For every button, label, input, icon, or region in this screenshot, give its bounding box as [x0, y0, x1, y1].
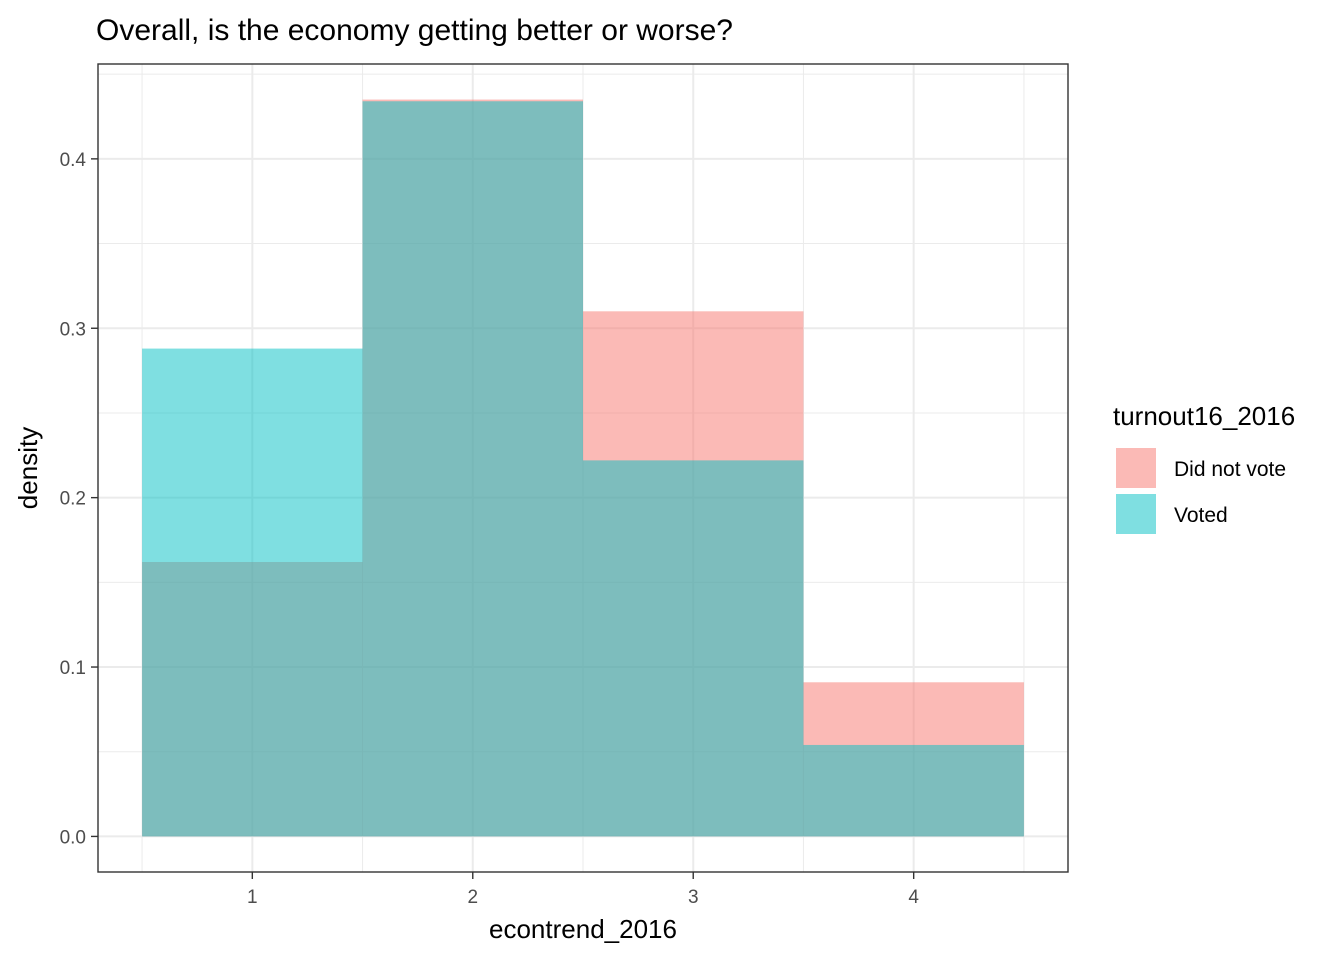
legend-label: Did not vote [1174, 458, 1286, 481]
chart-title: Overall, is the economy getting better o… [96, 14, 733, 47]
series-voted [142, 101, 1024, 837]
legend-item: Voted [1114, 492, 1228, 536]
x-tick-label: 3 [688, 887, 699, 908]
x-tick-label: 1 [247, 887, 258, 908]
x-tick-label: 2 [467, 887, 478, 908]
bar [362, 101, 583, 837]
bar [142, 348, 363, 837]
legend-items: Did not vote Voted [1114, 446, 1286, 536]
bars-layer [142, 99, 1024, 837]
y-axis-label: density [13, 427, 43, 509]
y-tick-label: 0.0 [60, 827, 86, 848]
y-tick-label: 0.2 [60, 489, 86, 510]
y-axis: 0.0 0.1 0.2 0.3 0.4 [60, 150, 98, 848]
x-axis: 1 2 3 4 [247, 872, 919, 908]
legend: turnout16_2016 Did not vote Voted [1113, 401, 1295, 536]
y-tick-label: 0.3 [60, 319, 86, 340]
x-tick-label: 4 [908, 887, 919, 908]
legend-item: Did not vote [1114, 446, 1286, 490]
plot-panel-border [97, 63, 1069, 873]
legend-label: Voted [1174, 504, 1228, 527]
y-tick-label: 0.1 [60, 658, 86, 679]
bar [803, 744, 1024, 837]
y-tick-label: 0.4 [60, 150, 87, 171]
legend-title: turnout16_2016 [1113, 401, 1295, 431]
legend-key [1116, 494, 1156, 534]
legend-key [1116, 448, 1156, 488]
bar [583, 460, 804, 837]
x-axis-label: econtrend_2016 [489, 914, 677, 944]
